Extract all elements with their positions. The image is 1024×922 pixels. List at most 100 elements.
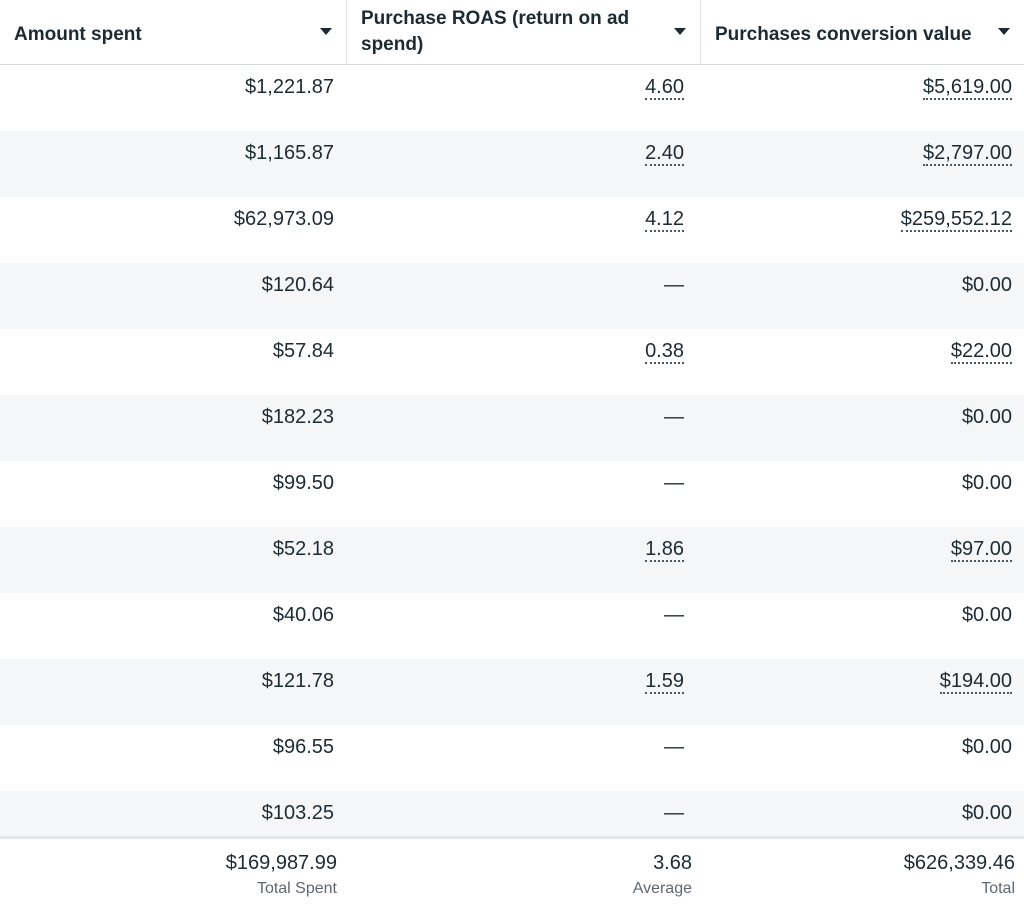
cell-purchase-roas: —: [346, 461, 700, 527]
cell-value: —: [664, 736, 684, 758]
sort-caret-down-icon[interactable]: [998, 28, 1010, 35]
cell-conversion-value: $0.00: [700, 725, 1024, 791]
metric-link[interactable]: 2.40: [645, 142, 684, 166]
column-header-purchase-roas[interactable]: Purchase ROAS (return on ad spend): [346, 0, 700, 64]
cell-value: —: [664, 406, 684, 428]
cell-conversion-value: $2,797.00: [700, 131, 1024, 197]
cell-value: $96.55: [272, 736, 334, 758]
cell-value: —: [664, 604, 684, 626]
cell-value: $57.84: [272, 340, 334, 362]
table-header: Amount spent Purchase ROAS (return on ad…: [0, 0, 1024, 65]
summary-amount-spent: $169,987.99 Total Spent: [0, 839, 346, 922]
cell-conversion-value: $22.00: [700, 329, 1024, 395]
cell-value: $0.00: [961, 604, 1012, 626]
metric-link[interactable]: $194.00: [939, 670, 1012, 694]
summary-conversion-value: $626,339.46 Total: [700, 839, 1024, 922]
cell-value: $62,973.09: [233, 208, 334, 230]
cell-value: $103.25: [261, 802, 334, 824]
cell-conversion-value: $0.00: [700, 263, 1024, 329]
metric-link[interactable]: 0.38: [645, 340, 684, 364]
metric-link[interactable]: $5,619.00: [923, 76, 1012, 100]
cell-value: $0.00: [961, 472, 1012, 494]
cell-purchase-roas: 0.38: [346, 329, 700, 395]
table-row: $120.64 — $0.00: [0, 263, 1024, 329]
table-row: $57.84 0.38 $22.00: [0, 329, 1024, 395]
cell-value: $121.78: [261, 670, 334, 692]
cell-purchase-roas: —: [346, 791, 700, 857]
cell-value: $1,221.87: [245, 76, 334, 98]
cell-value: $52.18: [272, 538, 334, 560]
cell-value: $0.00: [961, 736, 1012, 758]
cell-amount-spent: $103.25: [0, 791, 346, 857]
cell-amount-spent: $182.23: [0, 395, 346, 461]
sort-caret-down-icon[interactable]: [320, 28, 332, 35]
column-header-label: Amount spent: [14, 24, 142, 45]
cell-amount-spent: $99.50: [0, 461, 346, 527]
cell-purchase-roas: —: [346, 395, 700, 461]
cell-amount-spent: $1,165.87: [0, 131, 346, 197]
metric-link[interactable]: $259,552.12: [900, 208, 1012, 232]
column-header-conversion-value[interactable]: Purchases conversion value: [700, 0, 1024, 64]
metric-link[interactable]: 1.59: [645, 670, 684, 694]
cell-value: $0.00: [961, 802, 1012, 824]
cell-purchase-roas: 4.60: [346, 65, 700, 131]
cell-amount-spent: $120.64: [0, 263, 346, 329]
column-header-amount-spent[interactable]: Amount spent: [0, 0, 346, 64]
metric-link[interactable]: 4.12: [645, 208, 684, 232]
metric-link[interactable]: 1.86: [645, 538, 684, 562]
sort-caret-down-icon[interactable]: [674, 28, 686, 35]
table-row: $182.23 — $0.00: [0, 395, 1024, 461]
cell-value: $0.00: [961, 274, 1012, 296]
cell-purchase-roas: —: [346, 593, 700, 659]
cell-value: $1,165.87: [245, 142, 334, 164]
summary-label: Total: [981, 880, 1015, 897]
cell-purchase-roas: 2.40: [346, 131, 700, 197]
summary-value: $169,987.99: [225, 852, 337, 874]
column-header-label: Purchases conversion value: [715, 24, 972, 45]
cell-value: $120.64: [261, 274, 334, 296]
cell-amount-spent: $1,221.87: [0, 65, 346, 131]
cell-conversion-value: $0.00: [700, 461, 1024, 527]
cell-value: $0.00: [961, 406, 1012, 428]
table-row: $52.18 1.86 $97.00: [0, 527, 1024, 593]
cell-conversion-value: $0.00: [700, 791, 1024, 857]
summary-value: $626,339.46: [903, 852, 1015, 874]
column-header-label: Purchase ROAS (return on ad spend): [361, 8, 630, 55]
cell-amount-spent: $96.55: [0, 725, 346, 791]
cell-purchase-roas: 4.12: [346, 197, 700, 263]
cell-value: —: [664, 274, 684, 296]
cell-value: $182.23: [261, 406, 334, 428]
table-row: $62,973.09 4.12 $259,552.12: [0, 197, 1024, 263]
metric-link[interactable]: $97.00: [950, 538, 1012, 562]
summary-value: 3.68: [653, 852, 692, 874]
summary-label: Total Spent: [256, 880, 337, 897]
cell-amount-spent: $57.84: [0, 329, 346, 395]
table-body: $1,221.87 4.60 $5,619.00 $1,165.87 2.40 $2,79…: [0, 65, 1024, 857]
table-row: $96.55 — $0.00: [0, 725, 1024, 791]
cell-conversion-value: $0.00: [700, 593, 1024, 659]
cell-conversion-value: $259,552.12: [700, 197, 1024, 263]
cell-purchase-roas: 1.59: [346, 659, 700, 725]
cell-conversion-value: $0.00: [700, 395, 1024, 461]
metric-link[interactable]: $22.00: [950, 340, 1012, 364]
cell-value: $99.50: [272, 472, 334, 494]
cell-purchase-roas: —: [346, 725, 700, 791]
table-row: $99.50 — $0.00: [0, 461, 1024, 527]
metric-link[interactable]: $2,797.00: [923, 142, 1012, 166]
metric-link[interactable]: 4.60: [645, 76, 684, 100]
cell-conversion-value: $194.00: [700, 659, 1024, 725]
summary-label: Average: [632, 880, 692, 897]
cell-amount-spent: $52.18: [0, 527, 346, 593]
summary-purchase-roas: 3.68 Average: [346, 839, 700, 922]
cell-conversion-value: $5,619.00: [700, 65, 1024, 131]
cell-value: $40.06: [272, 604, 334, 626]
cell-conversion-value: $97.00: [700, 527, 1024, 593]
table-row: $1,165.87 2.40 $2,797.00: [0, 131, 1024, 197]
cell-purchase-roas: 1.86: [346, 527, 700, 593]
table-row: $40.06 — $0.00: [0, 593, 1024, 659]
table-summary-row: $169,987.99 Total Spent 3.68 Average $62…: [0, 836, 1024, 922]
cell-amount-spent: $62,973.09: [0, 197, 346, 263]
table-row: $121.78 1.59 $194.00: [0, 659, 1024, 725]
cell-value: —: [664, 472, 684, 494]
